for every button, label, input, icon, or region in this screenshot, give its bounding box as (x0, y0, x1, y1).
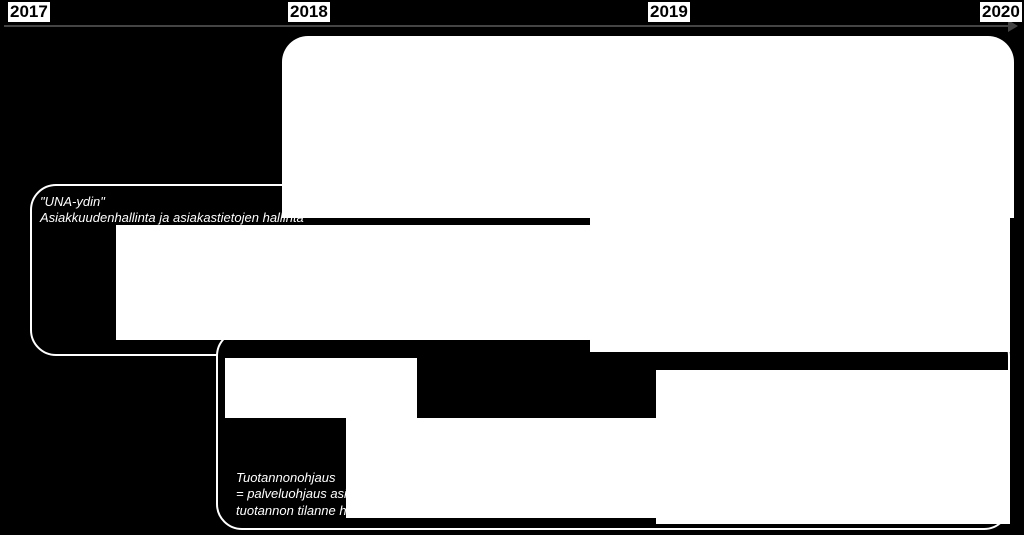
year-2018: 2018 (288, 2, 330, 22)
year-2017: 2017 (8, 2, 50, 22)
una-ydin-label: "UNA-ydin" Asiakkuudenhallinta ja asiaka… (40, 194, 304, 227)
tuotannonohjaus-label-line2: = palveluohjaus asiakkaan ja (236, 486, 403, 501)
panel-bot-right (656, 370, 1010, 524)
panel-bot-left (225, 358, 417, 418)
year-2019: 2019 (648, 2, 690, 22)
tuotannonohjaus-label: Tuotannonohjaus = palveluohjaus asiakkaa… (236, 470, 407, 519)
diagram-stage: 2017 2018 2019 2020 "UNA-ydin" Asiakkuud… (0, 0, 1024, 535)
year-2020: 2020 (980, 2, 1022, 22)
timeline: 2017 2018 2019 2020 (0, 0, 1024, 30)
panel-mid-left (116, 225, 590, 340)
panel-top (282, 36, 1014, 218)
una-ydin-label-line1: "UNA-ydin" (40, 194, 105, 209)
tuotannonohjaus-label-line3: tuotannon tilanne huomioiden (236, 503, 407, 518)
timeline-line (4, 25, 1008, 27)
panel-mid-right (590, 218, 1010, 352)
tuotannonohjaus-label-line1: Tuotannonohjaus (236, 470, 336, 485)
una-ydin-label-line2: Asiakkuudenhallinta ja asiakastietojen h… (40, 210, 304, 225)
